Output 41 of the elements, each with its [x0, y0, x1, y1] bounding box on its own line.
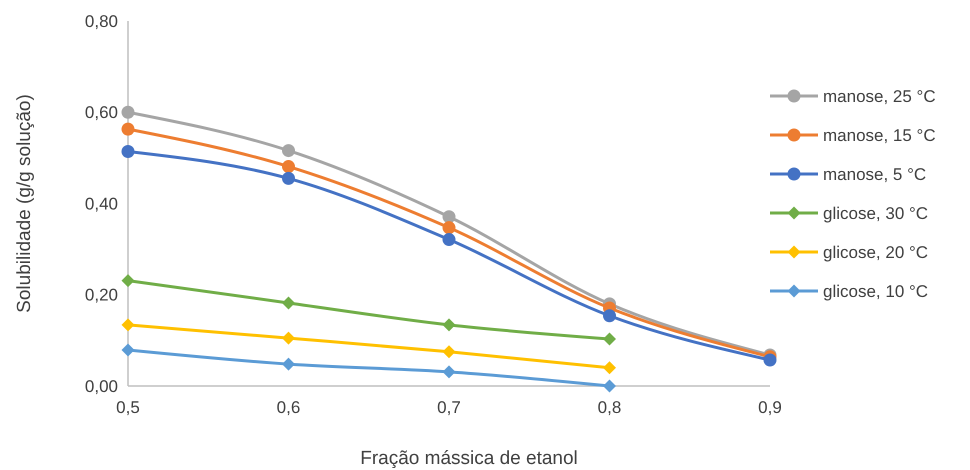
point [442, 345, 456, 358]
x-tick-label: 0,6 [276, 398, 300, 417]
point [764, 353, 776, 366]
legend-label: manose, 25 °C [823, 86, 936, 106]
point [603, 309, 616, 322]
point [282, 172, 295, 185]
point [122, 274, 134, 288]
x-axis-title: Fração mássica de etanol [360, 448, 578, 469]
point [603, 332, 616, 346]
x-tick-label: 0,8 [598, 398, 622, 417]
y-tick-label: 0,20 [84, 286, 118, 305]
point [442, 210, 456, 224]
point [122, 318, 134, 332]
x-tick-label: 0,9 [758, 398, 782, 417]
x-tick-label: 0,7 [437, 398, 461, 417]
point [603, 361, 616, 374]
point [122, 106, 134, 119]
point [442, 221, 456, 234]
point [282, 160, 295, 174]
y-tick-label: 0,80 [84, 12, 118, 31]
point [282, 144, 295, 158]
y-tick-label: 0,00 [84, 376, 118, 396]
point [442, 365, 456, 378]
point [603, 380, 616, 392]
point [282, 296, 295, 310]
point [442, 318, 456, 332]
legend-label: glicose, 10 °C [823, 282, 928, 301]
point [442, 233, 456, 246]
y-axis-title: Solubilidade (g/g solução) [14, 94, 35, 313]
y-tick-label: 0,40 [84, 194, 118, 214]
point [122, 343, 134, 356]
point [282, 332, 295, 345]
legend-label: glicose, 30 °C [823, 204, 928, 223]
legend-label: manose, 15 °C [823, 126, 936, 145]
legend-label: manose, 5 °C [823, 164, 926, 184]
point [282, 358, 295, 371]
x-tick-label: 0,5 [116, 398, 140, 417]
point [122, 122, 134, 136]
y-tick-label: 0,60 [84, 103, 118, 122]
legend-label: glicose, 20 °C [823, 242, 928, 262]
point [122, 144, 134, 158]
